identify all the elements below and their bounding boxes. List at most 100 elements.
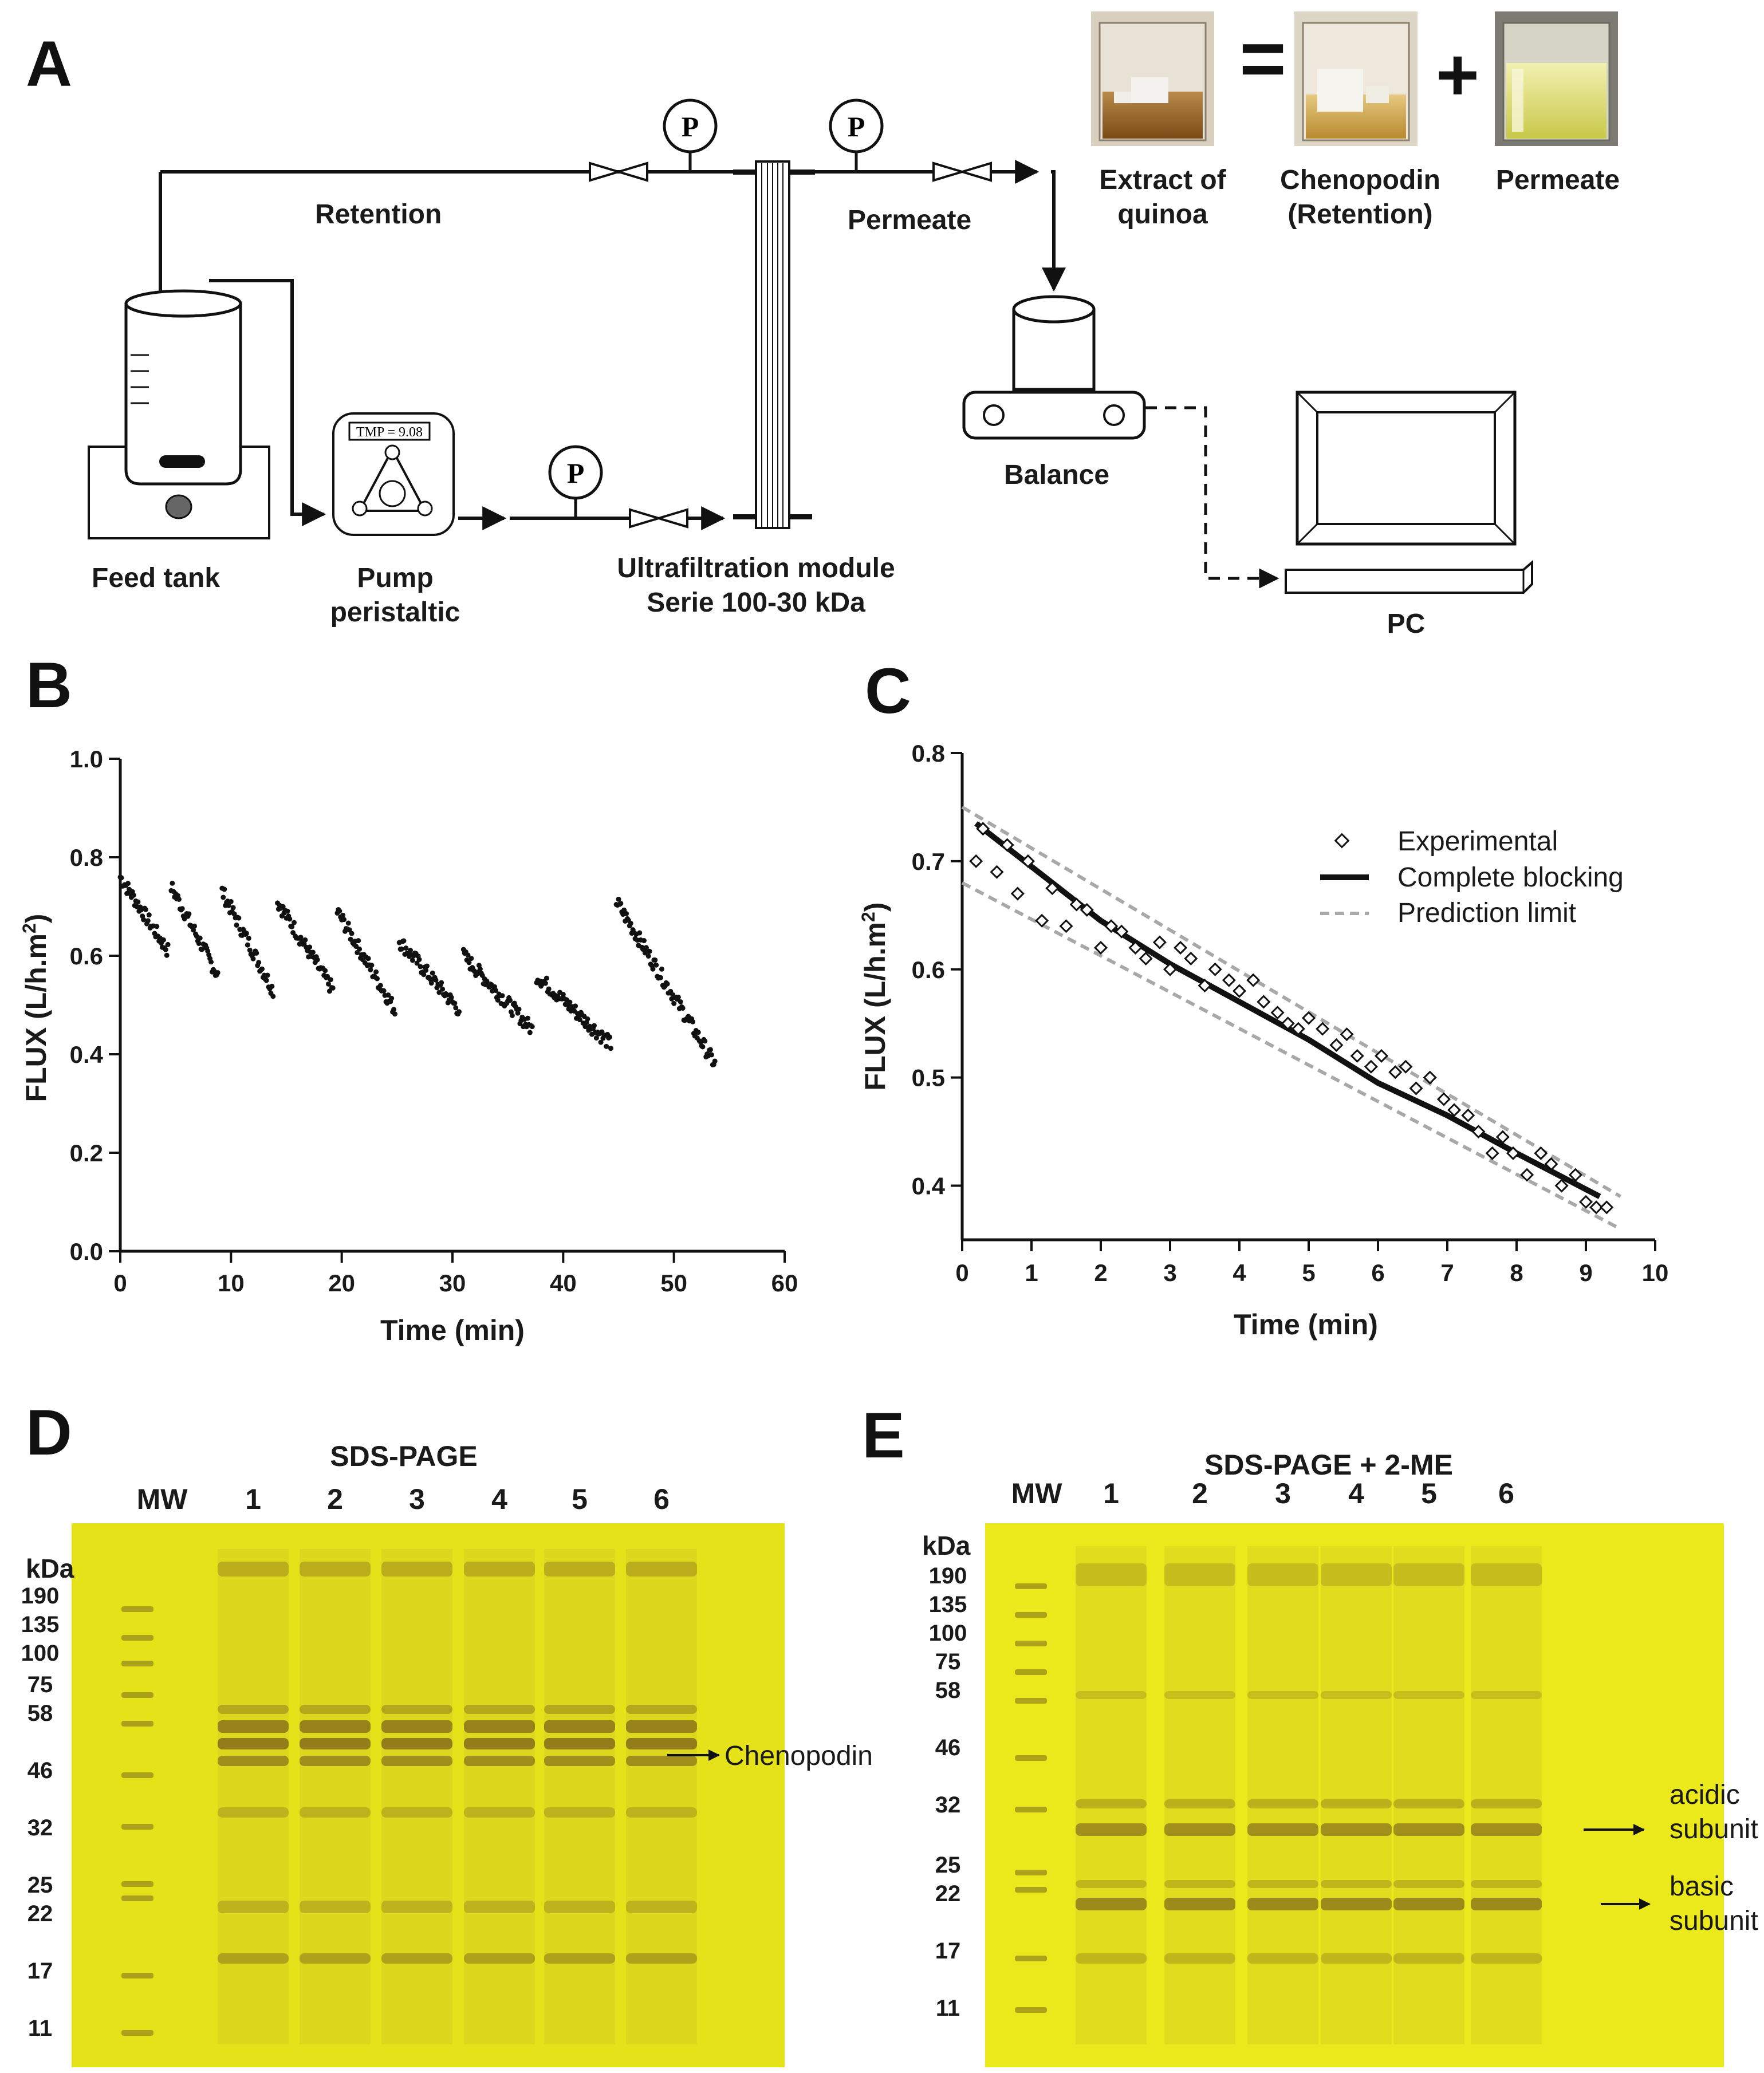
pump-label-line1: Pump xyxy=(357,563,433,593)
mw-marker-label: 17 xyxy=(27,1958,53,1984)
protein-band xyxy=(381,1756,452,1766)
protein-band xyxy=(1247,1799,1318,1808)
chart-b-point xyxy=(645,953,651,959)
chart-b-point xyxy=(465,952,471,958)
chart-b-point xyxy=(145,918,151,924)
gel-d-mw-markers: 190 135 100 75 58 46 32 25 22 17 11 xyxy=(21,1583,60,2041)
protein-band xyxy=(218,1720,289,1733)
chart-b-point xyxy=(690,1019,696,1024)
lane-label: 4 xyxy=(1348,1477,1364,1510)
pump-display: TMP = 9.08 xyxy=(356,425,423,440)
chart-b-point xyxy=(671,1000,677,1006)
lane-label: 5 xyxy=(1421,1477,1437,1510)
chart-c-experimental-point xyxy=(1115,924,1129,939)
protein-band xyxy=(1393,1898,1464,1910)
lane-smear xyxy=(1393,1546,1464,2044)
chart-b-point xyxy=(154,924,160,929)
ladder-band xyxy=(1015,1956,1047,1961)
chart-c-experimental-point xyxy=(1471,1125,1486,1139)
chart-c-experimental-point xyxy=(1399,1059,1413,1074)
protein-band xyxy=(300,1562,371,1577)
mw-marker-label: 32 xyxy=(935,1792,961,1818)
panel-c-label: C xyxy=(865,655,911,727)
chart-b-point xyxy=(125,881,131,886)
chart-b-point xyxy=(466,960,472,965)
chart-c-experimental-point xyxy=(1350,1049,1364,1063)
mw-marker-label: 46 xyxy=(935,1735,961,1760)
balance: Balance xyxy=(962,295,1146,490)
panel-c-chart: C 0 1 2 3 4 5 6 7 8 9 10 0.4 0.5 0.6 0.7 0.8 Time (min)… xyxy=(858,655,1668,1341)
protein-band xyxy=(381,1953,452,1964)
chart-c-experimental-point xyxy=(1520,1168,1534,1182)
chart-c-experimental-point xyxy=(1139,951,1153,965)
protein-band xyxy=(381,1901,452,1913)
protein-band xyxy=(626,1705,697,1714)
protein-band xyxy=(1164,1563,1235,1586)
chart-b-point xyxy=(298,935,304,940)
protein-band xyxy=(1164,1799,1235,1808)
mw-marker-label: 190 xyxy=(21,1583,60,1609)
protein-band xyxy=(626,1562,697,1577)
feed-tank: Feed tank xyxy=(88,289,270,593)
mw-marker-label: 58 xyxy=(27,1701,53,1726)
chart-c-xtick-label: 6 xyxy=(1371,1259,1384,1286)
protein-band xyxy=(1247,1823,1318,1836)
protein-band xyxy=(300,1738,371,1749)
chart-c-experimental-point xyxy=(1340,1027,1354,1042)
permeate-photo-label: Permeate xyxy=(1496,165,1620,195)
chart-c-xlabel: Time (min) xyxy=(1234,1309,1378,1341)
protein-band xyxy=(1164,1880,1235,1888)
chart-b-point xyxy=(546,986,552,992)
feed-tank-label: Feed tank xyxy=(92,563,220,593)
chart-c-experimental-point xyxy=(1436,1092,1451,1106)
panel-a-label: A xyxy=(26,28,72,100)
gel-e-title: SDS-PAGE + 2-ME xyxy=(1204,1449,1453,1481)
chart-b-point xyxy=(418,964,423,969)
ladder-band xyxy=(1015,1669,1047,1675)
chart-c-experimental-point xyxy=(1388,1065,1403,1079)
protein-band xyxy=(1321,1953,1392,1964)
protein-band xyxy=(1393,1953,1464,1964)
chart-b-point xyxy=(708,1052,714,1058)
extract-photo xyxy=(1091,11,1214,146)
ladder-band xyxy=(1015,1755,1047,1761)
lane-label: 6 xyxy=(653,1483,670,1515)
chart-b-point xyxy=(236,915,242,921)
protein-band xyxy=(218,1738,289,1749)
lane-smear xyxy=(300,1549,371,2044)
chart-b-point xyxy=(652,957,658,963)
chart-b-xtick-label: 20 xyxy=(328,1270,355,1296)
ladder-band xyxy=(121,1881,153,1887)
chart-c-experimental-point xyxy=(1198,979,1212,993)
lane-label: MW xyxy=(137,1483,188,1515)
chart-b-point xyxy=(141,917,147,923)
mw-marker-label: 75 xyxy=(935,1649,961,1674)
chart-c-experimental-point xyxy=(1246,973,1261,987)
chart-c-experimental-point xyxy=(1506,1146,1520,1160)
chart-c-experimental-point xyxy=(1578,1195,1593,1209)
lane-smear xyxy=(544,1549,615,2044)
protein-band xyxy=(1471,1823,1542,1836)
chart-c-prediction-limit-line xyxy=(961,881,1621,1231)
balance-to-pc-dashed-arrow xyxy=(1145,406,1279,589)
chart-b-point xyxy=(647,948,652,954)
chart-b-point xyxy=(119,875,124,881)
chart-b-point xyxy=(608,1046,613,1051)
protein-band xyxy=(464,1756,535,1766)
chart-b-point xyxy=(650,966,656,972)
chart-b-ytick-label: 0.2 xyxy=(70,1140,103,1166)
chart-c-experimental-point xyxy=(1163,962,1178,976)
chenopodin-photo xyxy=(1294,11,1418,146)
chart-b-ytick-label: 1.0 xyxy=(70,746,103,773)
chart-b-point xyxy=(228,898,234,904)
protein-band xyxy=(218,1756,289,1766)
chart-b-point xyxy=(357,946,363,952)
protein-band xyxy=(1471,1691,1542,1699)
chart-c-experimental-point xyxy=(1409,1081,1423,1095)
chart-b-point xyxy=(607,1034,613,1040)
protein-band xyxy=(381,1807,452,1818)
chart-c-xtick-label: 0 xyxy=(955,1259,968,1286)
protein-band xyxy=(464,1738,535,1749)
legend-prediction-limit: Prediction limit xyxy=(1397,898,1576,928)
chart-b-xtick-label: 40 xyxy=(550,1270,577,1296)
